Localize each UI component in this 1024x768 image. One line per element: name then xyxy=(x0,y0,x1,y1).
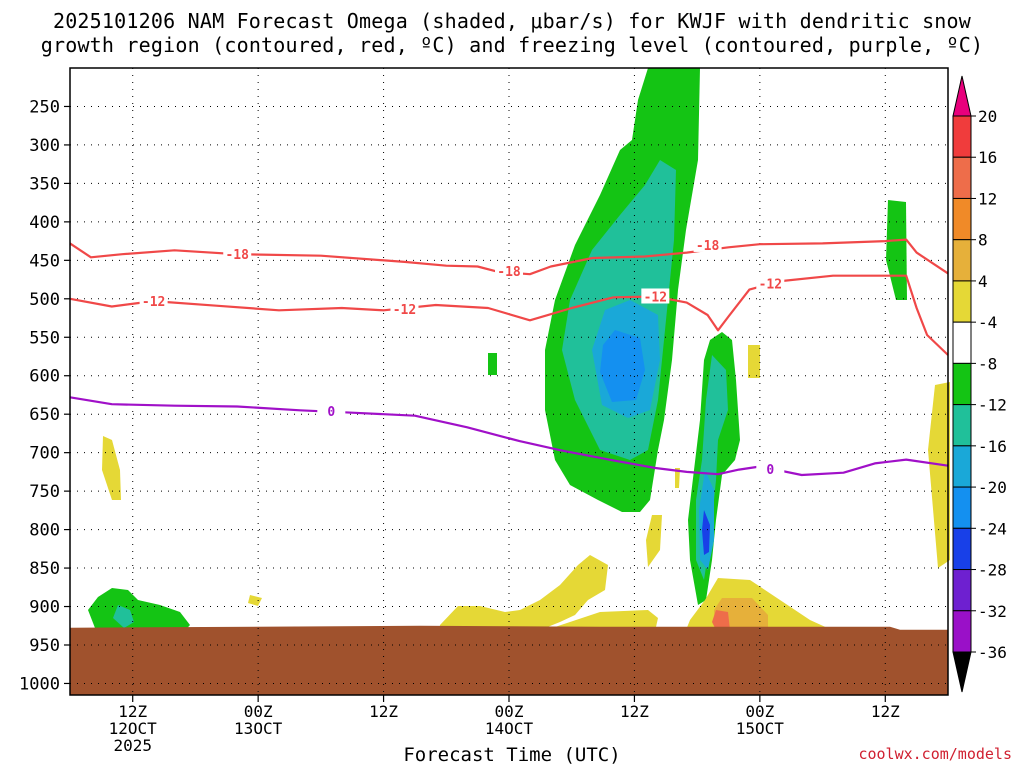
colorbar-bin-0 xyxy=(952,115,972,158)
colorbar-bin-11 xyxy=(952,569,972,612)
contour-label-bg xyxy=(756,275,785,291)
y-tick-label-650: 650 xyxy=(29,405,60,425)
contour-label: -12 xyxy=(142,295,165,310)
omega-shade-lowlevel-teal xyxy=(113,605,134,628)
contour-1 xyxy=(69,274,949,356)
colorbar-bin-8 xyxy=(952,445,972,488)
omega-shade-subsidence-4 xyxy=(646,515,662,567)
y-tick-label-800: 800 xyxy=(29,521,60,541)
colorbar-label-1: 16 xyxy=(978,148,997,167)
y-tick-label-450: 450 xyxy=(29,251,60,271)
y-tick-label-900: 900 xyxy=(29,598,60,618)
colorbar-label-5: -4 xyxy=(978,313,997,332)
omega-shade-lowlevel-green xyxy=(88,588,190,640)
contour-label-bg xyxy=(223,246,252,262)
contour-label-bg xyxy=(139,293,168,309)
y-tick-label-600: 600 xyxy=(29,367,60,387)
y-tick-label-250: 250 xyxy=(29,97,60,117)
x-axis-label: Forecast Time (UTC) xyxy=(403,744,621,766)
x-tick-label-6-0: 12Z xyxy=(118,702,147,721)
chart-title-line-2: growth region (contoured, red, ºC) and f… xyxy=(40,33,984,57)
contour-label-bg xyxy=(641,288,670,304)
y-tick-label-350: 350 xyxy=(29,174,60,194)
colorbar-bin-12 xyxy=(952,610,972,653)
colorbar-label-6: -8 xyxy=(978,354,997,373)
contour-label-bg xyxy=(390,300,419,316)
contour-label: -12 xyxy=(393,303,416,318)
y-tick-label-950: 950 xyxy=(29,636,60,656)
colorbar-bin-7 xyxy=(952,404,972,447)
contour-0 xyxy=(69,238,949,276)
terrain-below-ground xyxy=(70,625,948,695)
colorbar-label-12: -32 xyxy=(978,602,1007,621)
omega-shade-subsidence-7 xyxy=(438,555,608,640)
y-tick-label-300: 300 xyxy=(29,136,60,156)
contour-label: 0 xyxy=(766,463,774,478)
x-tick-label-6-2: 2025 xyxy=(113,736,152,755)
contour-label: -18 xyxy=(696,239,720,254)
colorbar-bin-3 xyxy=(952,239,972,282)
contour-label-bg xyxy=(317,403,346,419)
contour-label: -18 xyxy=(497,265,521,280)
colorbar-label-0: 20 xyxy=(978,107,997,126)
colorbar-arrow-top xyxy=(952,75,972,117)
colorbar-label-13: -36 xyxy=(978,643,1007,662)
colorbar-label-9: -20 xyxy=(978,478,1007,497)
colorbar-label-4: 4 xyxy=(978,272,988,291)
contour-label-bg xyxy=(693,236,722,252)
omega-shade-speck-green xyxy=(488,353,497,375)
colorbar-bin-1 xyxy=(952,156,972,199)
omega-shade-subsidence-6 xyxy=(248,595,262,606)
x-tick-label-42-0: 00Z xyxy=(495,702,524,721)
contour-2 xyxy=(69,396,949,477)
contour-label: -18 xyxy=(225,248,249,263)
x-tick-label-78-0: 12Z xyxy=(871,702,900,721)
colorbar-bin-10 xyxy=(952,527,972,571)
x-tick-label-54-0: 12Z xyxy=(620,702,649,721)
x-tick-label-42-1: 14OCT xyxy=(485,719,534,738)
colorbar-label-2: 12 xyxy=(978,189,997,208)
x-tick-label-30-0: 12Z xyxy=(369,702,398,721)
y-tick-label-500: 500 xyxy=(29,290,60,310)
y-tick-label-750: 750 xyxy=(29,482,60,502)
colorbar-bin-6 xyxy=(952,362,972,406)
colorbar-label-11: -28 xyxy=(978,561,1007,580)
chart-title-line-1: 2025101206 NAM Forecast Omega (shaded, μ… xyxy=(52,9,972,33)
omega-shade-main-blue xyxy=(600,330,645,402)
y-tick-label-550: 550 xyxy=(29,328,60,348)
credit-link[interactable]: coolwx.com/models xyxy=(858,745,1012,763)
omega-shade-subsidence-2 xyxy=(748,345,760,378)
colorbar-bin-5 xyxy=(952,321,972,364)
colorbar-label-8: -16 xyxy=(978,437,1007,456)
y-tick-label-850: 850 xyxy=(29,559,60,579)
x-tick-label-66-0: 00Z xyxy=(745,702,774,721)
contour-label-bg xyxy=(756,460,785,476)
colorbar-bin-4 xyxy=(952,280,972,323)
colorbar-bin-2 xyxy=(952,197,972,241)
omega-shade-subsidence-1 xyxy=(102,436,121,500)
contour-label: 0 xyxy=(327,405,335,420)
colorbar-arrow-bottom xyxy=(952,651,972,693)
colorbar-label-10: -24 xyxy=(978,519,1007,538)
omega-shade-subsidence-3 xyxy=(928,382,950,568)
omega-shade-second-core xyxy=(702,510,710,555)
colorbar-label-7: -12 xyxy=(978,396,1007,415)
omega-shade-upper-green xyxy=(886,200,907,300)
y-tick-label-700: 700 xyxy=(29,444,60,464)
x-tick-label-6-1: 12OCT xyxy=(109,719,158,738)
omega-shade-subsidence-5 xyxy=(675,468,680,488)
x-tick-label-18-1: 13OCT xyxy=(234,719,283,738)
colorbar-label-3: 8 xyxy=(978,231,988,250)
contour-label-bg xyxy=(495,263,523,279)
colorbar-bin-9 xyxy=(952,486,972,529)
y-tick-label-400: 400 xyxy=(29,213,60,233)
y-tick-label-1000: 1000 xyxy=(19,674,60,694)
contour-label: -12 xyxy=(644,290,667,305)
x-tick-label-66-1: 15OCT xyxy=(736,719,785,738)
contour-label: -12 xyxy=(759,277,782,292)
x-tick-label-18-0: 00Z xyxy=(244,702,273,721)
